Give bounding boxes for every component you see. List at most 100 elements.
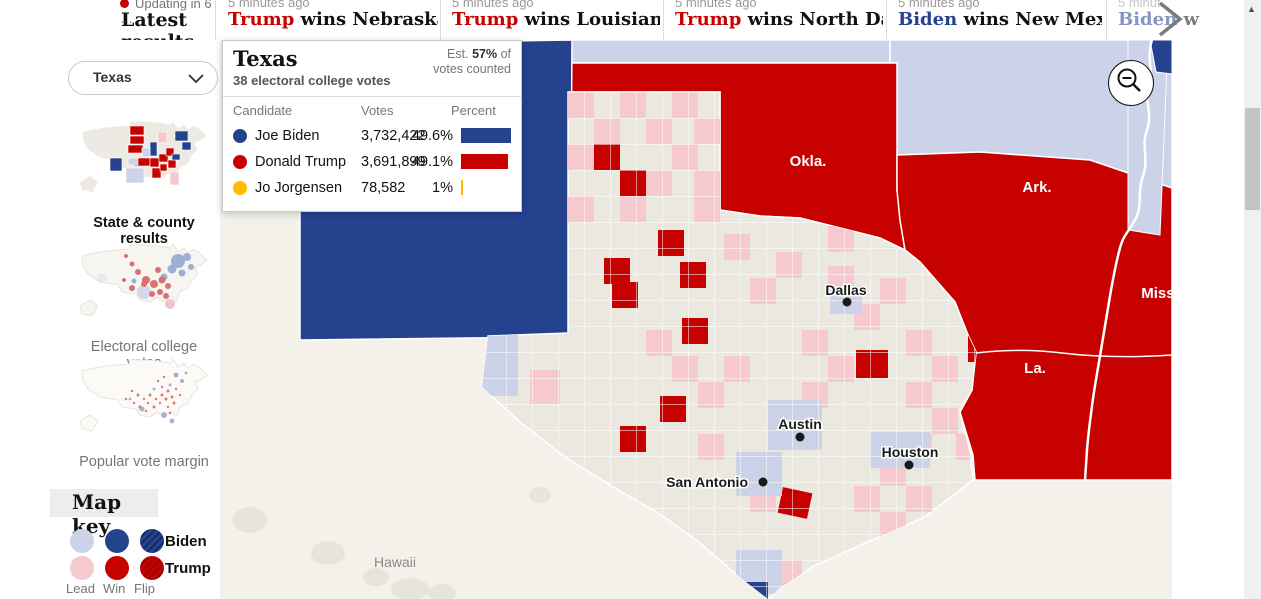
headline-rest: wins Nebraska xyxy=(294,9,438,30)
key-col-flip: Flip xyxy=(134,581,155,596)
ticker-divider xyxy=(1106,0,1107,40)
key-trump-lead xyxy=(70,556,94,580)
col-votes: Votes xyxy=(361,103,394,118)
ticker-divider xyxy=(440,0,441,40)
key-biden-flip xyxy=(140,529,164,553)
key-col-lead: Lead xyxy=(66,581,95,596)
ticker-item[interactable]: 5 minutes ago Trump wins Louisiana xyxy=(452,0,660,40)
key-trump-win xyxy=(105,556,129,580)
state-county-thumbnail xyxy=(80,118,208,192)
headline-rest: wins North Dakota xyxy=(747,9,883,30)
winner-name: Trump xyxy=(675,9,742,30)
ticker-item-partial[interactable]: 5 minut Biden w xyxy=(1118,0,1244,40)
city-label-san-antonio: San Antonio xyxy=(666,474,748,490)
state-label-hawaii: Hawaii xyxy=(374,554,416,570)
winner-name: Biden xyxy=(898,9,958,30)
hawaii-inset[interactable] xyxy=(233,487,551,599)
ticker-timestamp: 5 minutes ago xyxy=(228,0,310,10)
candidate-name: Joe Biden xyxy=(255,128,320,144)
candidate-row-biden: Joe Biden 3,732,422 49.6% xyxy=(233,123,511,149)
view-toggle-state-county[interactable]: State & county results xyxy=(74,116,214,247)
latest-results-title: Latest results xyxy=(121,9,194,40)
ticker-divider xyxy=(886,0,887,40)
zoom-out-button[interactable] xyxy=(1108,60,1154,106)
headline-rest: w xyxy=(1177,9,1199,30)
key-biden-win xyxy=(105,529,129,553)
magnifier-minus-icon xyxy=(1117,68,1141,92)
scroll-up-arrow-icon[interactable]: ▲ xyxy=(1247,4,1256,14)
city-label-austin: Austin xyxy=(778,416,822,432)
view-toggle-electoral-college[interactable]: Electoral college votes xyxy=(74,240,214,371)
ticker-divider xyxy=(215,0,216,40)
updating-countdown: Updating in 6 … xyxy=(120,0,212,26)
candidate-votes: 3,732,422 xyxy=(361,128,426,144)
col-percent: Percent xyxy=(451,103,496,118)
biden-dot-icon xyxy=(233,129,247,143)
state-illinois-corner[interactable] xyxy=(1149,40,1172,75)
ticker-latest-results[interactable]: Updating in 6 … Latest results xyxy=(50,0,215,40)
state-label-mississippi: Miss. xyxy=(1141,285,1172,302)
winner-name: Trump xyxy=(452,9,519,30)
ticker-item[interactable]: 5 minutes ago Trump wins Nebraska xyxy=(228,0,438,40)
key-col-win: Win xyxy=(103,581,126,596)
candidate-row-jorgensen: Jo Jorgensen 78,582 1% xyxy=(233,175,511,201)
state-label-arkansas: Ark. xyxy=(1022,179,1051,196)
candidate-votes: 3,691,899 xyxy=(361,154,426,170)
winner-name: Trump xyxy=(228,9,295,30)
tooltip-state-name: Texas xyxy=(233,46,298,71)
scrollbar-thumb[interactable] xyxy=(1245,108,1260,210)
tooltip-results-table: Candidate Votes Percent Joe Biden 3,732,… xyxy=(223,97,521,211)
city-label-houston: Houston xyxy=(882,444,939,460)
candidate-bar xyxy=(461,180,463,195)
page-scrollbar[interactable]: ▲ xyxy=(1244,0,1261,599)
jorgensen-dot-icon xyxy=(233,181,247,195)
ticker-divider xyxy=(663,0,664,40)
tooltip-est-counted: Est. 57% of votes counted xyxy=(433,47,511,76)
ticker-timestamp: 5 minutes ago xyxy=(675,0,757,10)
candidate-name: Donald Trump xyxy=(255,154,347,170)
city-markers: Dallas Austin Houston San Antonio xyxy=(665,281,940,492)
city-label-dallas: Dallas xyxy=(825,282,866,298)
candidate-bar xyxy=(461,154,508,169)
live-dot-icon xyxy=(120,0,129,8)
candidate-votes: 78,582 xyxy=(361,180,406,196)
ticker-timestamp: 5 minutes ago xyxy=(452,0,534,10)
ticker-item[interactable]: 5 minutes ago Trump wins North Dakota xyxy=(675,0,883,40)
key-label-trump: Trump xyxy=(165,560,211,577)
ticker-timestamp: 5 minutes ago xyxy=(898,0,980,10)
state-border-line xyxy=(961,349,1172,358)
key-trump-flip xyxy=(140,556,164,580)
city-dot-houston xyxy=(904,460,914,470)
state-label-oklahoma: Okla. xyxy=(790,153,827,170)
candidate-row-trump: Donald Trump 3,691,899 49.1% xyxy=(233,149,511,175)
ticker-next-chevron-icon[interactable] xyxy=(1148,0,1192,40)
city-dot-austin xyxy=(795,432,805,442)
state-results-tooltip: Texas 38 electoral college votes Est. 57… xyxy=(222,40,522,212)
candidate-percent: 1% xyxy=(432,180,453,196)
map-key-heading: Map key xyxy=(50,489,158,538)
candidate-bar xyxy=(461,128,511,143)
headline-rest: wins New Mexico xyxy=(963,9,1102,30)
popular-vote-thumbnail xyxy=(79,357,208,432)
headline-rest: wins Louisiana xyxy=(518,9,660,30)
key-biden-lead xyxy=(70,529,94,553)
electoral-college-thumbnail xyxy=(79,242,208,317)
state-selector-dropdown[interactable]: Texas xyxy=(68,61,218,95)
county-results-map[interactable]: Okla. Ark. La. Miss. Hawaii Dallas Austi… xyxy=(220,40,1172,599)
state-selector-value: Texas xyxy=(93,69,132,85)
ticker-item[interactable]: 5 minutes ago Biden wins New Mexico xyxy=(898,0,1102,40)
view-toggle-popular-vote[interactable]: Popular vote margin xyxy=(74,355,214,470)
candidate-percent: 49.1% xyxy=(411,154,453,170)
candidate-name: Jo Jorgensen xyxy=(255,180,343,196)
winner-name: Biden xyxy=(1118,9,1178,30)
tooltip-subtitle: 38 electoral college votes xyxy=(233,73,391,88)
trump-dot-icon xyxy=(233,155,247,169)
chevron-down-icon xyxy=(188,74,204,84)
candidate-percent: 49.6% xyxy=(411,128,453,144)
state-kansas[interactable] xyxy=(519,40,891,64)
state-label-louisiana: La. xyxy=(1024,360,1046,377)
mississippi-river-line xyxy=(1083,40,1154,481)
col-candidate: Candidate xyxy=(233,103,293,118)
key-label-biden: Biden xyxy=(165,533,207,550)
view-label-state-county: State & county results xyxy=(93,215,195,247)
